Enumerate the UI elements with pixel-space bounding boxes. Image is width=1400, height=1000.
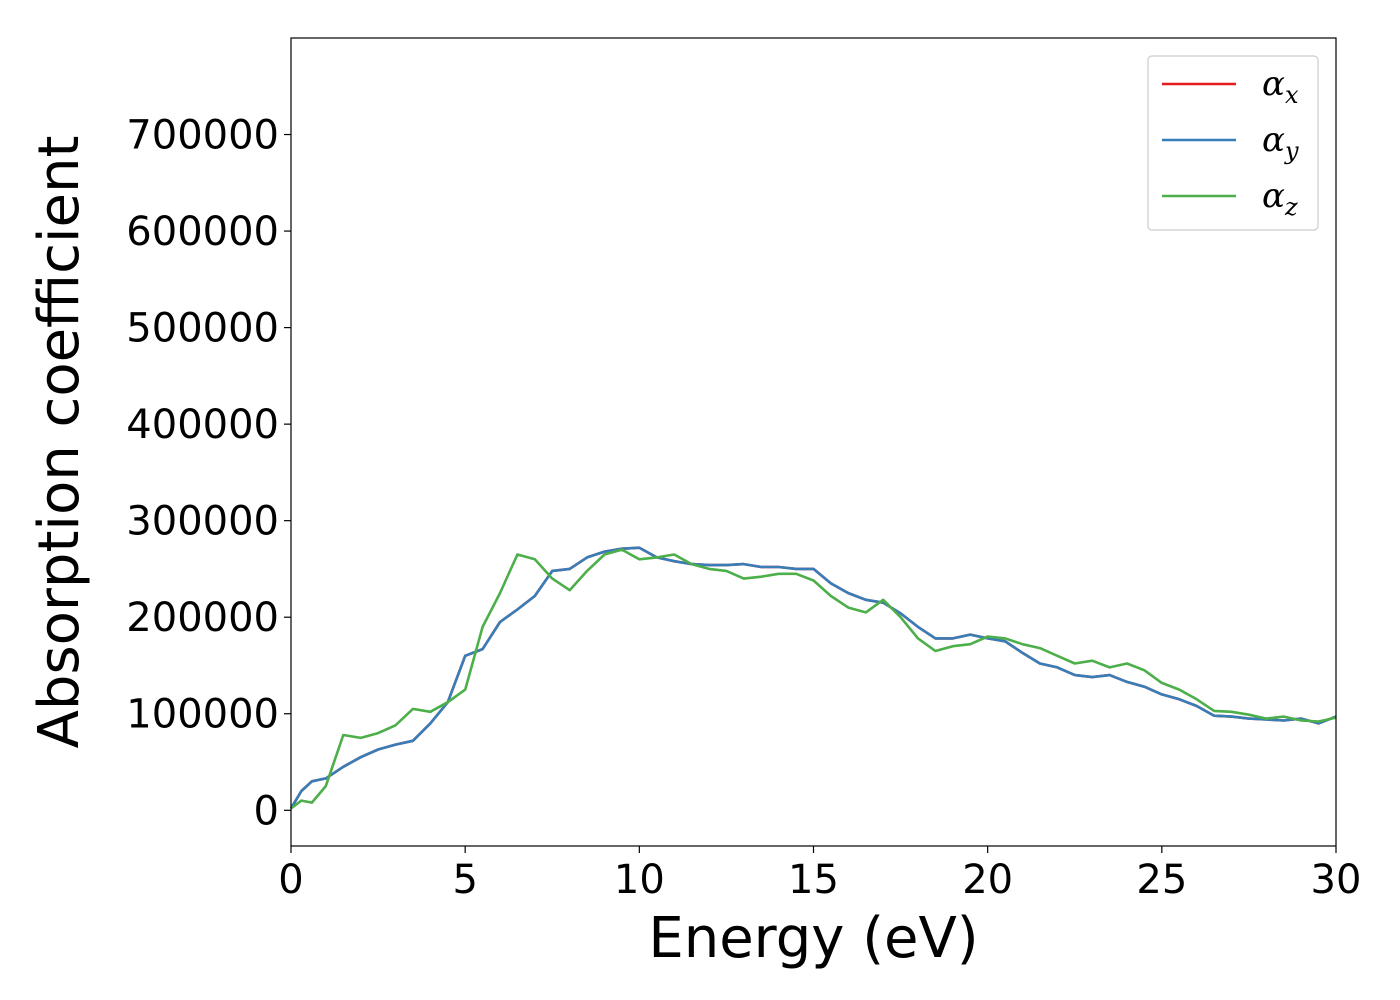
legend-label-y: αy bbox=[1262, 120, 1299, 165]
y-tick-label: 700000 bbox=[126, 113, 279, 159]
y-tick-label: 600000 bbox=[126, 209, 279, 255]
y-tick-label: 200000 bbox=[126, 595, 279, 641]
series-line-y bbox=[289, 546, 1337, 810]
y-tick-label: 300000 bbox=[126, 499, 279, 545]
series-layer bbox=[289, 546, 1337, 810]
x-tick-label: 30 bbox=[1311, 857, 1362, 903]
x-axis: 0 5 10 15 20 25 30 bbox=[278, 846, 1361, 903]
y-axis-title: Absorption coefficient bbox=[27, 136, 92, 749]
x-tick-label: 20 bbox=[962, 857, 1013, 903]
x-axis-title: Energy (eV) bbox=[648, 906, 978, 971]
legend-box bbox=[1147, 55, 1319, 231]
x-tick-label: 5 bbox=[452, 857, 477, 903]
x-tick-label: 25 bbox=[1136, 857, 1187, 903]
x-tick-label: 15 bbox=[788, 857, 839, 903]
y-tick-label: 100000 bbox=[126, 692, 279, 738]
series-line-z bbox=[290, 548, 1337, 810]
series-line-x bbox=[289, 546, 1337, 810]
y-axis: 0 100000 200000 300000 400000 500000 600000 700… bbox=[126, 113, 291, 834]
x-tick-label: 10 bbox=[614, 857, 665, 903]
x-tick-label: 0 bbox=[278, 857, 303, 903]
y-tick-label: 500000 bbox=[126, 306, 279, 352]
y-tick-label: 400000 bbox=[126, 402, 279, 448]
legend-label-x: αx bbox=[1262, 64, 1299, 109]
y-tick-label: 0 bbox=[254, 788, 279, 834]
